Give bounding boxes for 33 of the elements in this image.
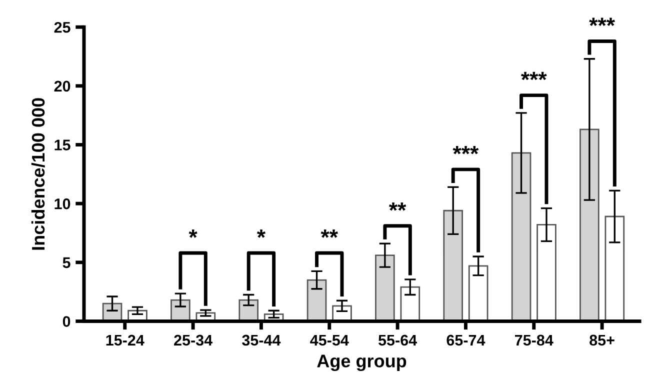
bar [306, 279, 327, 322]
bar [400, 286, 420, 322]
bar [443, 210, 463, 322]
y-tick-label: 5 [62, 257, 70, 268]
annotation: ** [388, 202, 406, 211]
y-tick-label: 10 [54, 198, 70, 210]
bar [536, 224, 556, 322]
y-tick-label: 0 [62, 316, 70, 327]
y-tick-label: 20 [54, 80, 70, 92]
bar [238, 299, 258, 322]
x-axis-title: Age group [317, 354, 406, 372]
x-tick-label: 25-34 [174, 334, 213, 346]
y-axis-title: Incidence/100 000 [31, 98, 45, 250]
bar [511, 152, 532, 322]
annotation: ** [320, 230, 338, 238]
annotation: * [188, 230, 198, 238]
x-tick-label: 75-84 [515, 334, 554, 346]
bar [375, 254, 395, 322]
y-tick-label: 25 [54, 22, 70, 33]
annotation: *** [452, 146, 479, 154]
x-tick-label: 85+ [590, 334, 614, 346]
bar [604, 216, 625, 322]
bar [580, 128, 600, 322]
annotation: * [256, 230, 266, 238]
bar [468, 265, 488, 322]
x-tick-label: 65-74 [446, 334, 486, 346]
text: *** [589, 18, 615, 26]
x-tick-label: 35-44 [242, 334, 281, 346]
x-tick-label: 55-64 [378, 334, 418, 346]
annotation: *** [520, 72, 547, 80]
x-tick-label: 45-54 [310, 334, 349, 346]
x-tick-label: 15-24 [106, 334, 144, 346]
y-tick-label: 15 [54, 140, 70, 150]
